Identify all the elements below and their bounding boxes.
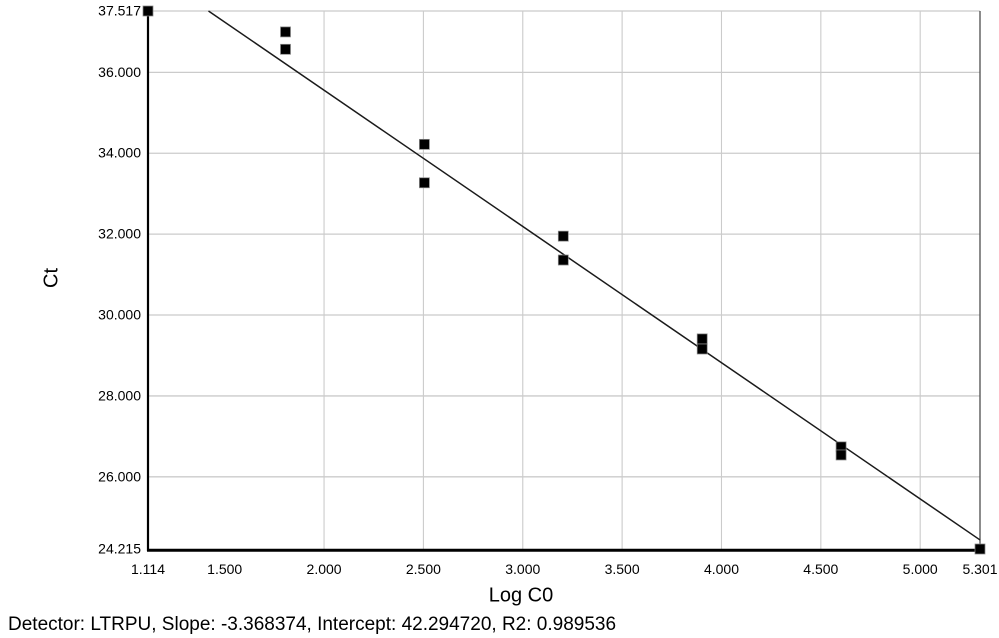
x-tick-label: 2.500 [406, 561, 441, 577]
data-point-marker [142, 5, 154, 17]
data-point-marker [696, 343, 708, 355]
x-tick-label: 3.000 [505, 561, 540, 577]
x-tick-label: 1.500 [207, 561, 242, 577]
y-tick-label: 30.000 [98, 307, 141, 323]
x-tick-label: 3.500 [605, 561, 640, 577]
x-tick-label: 1.114 [131, 561, 165, 577]
x-tick-label: 4.500 [803, 561, 838, 577]
data-point-marker [419, 177, 430, 189]
data-point-marker [280, 26, 291, 38]
data-point-marker [835, 449, 847, 461]
regression-line [208, 10, 981, 541]
data-point-marker [419, 138, 430, 150]
y-axis-title: Ct [40, 268, 63, 288]
data-point-marker [557, 254, 569, 266]
y-tick-label: 34.000 [98, 145, 141, 161]
x-tick-label: 4.000 [704, 561, 739, 577]
y-tick-label: 36.000 [98, 64, 141, 80]
data-point-marker [557, 230, 569, 242]
y-tick-label: 28.000 [98, 387, 141, 403]
data-point-marker [974, 543, 986, 555]
y-tick-label: 26.000 [98, 468, 141, 484]
data-point-marker [696, 333, 708, 345]
y-tick-label: 32.000 [98, 226, 141, 242]
x-tick-label: 2.000 [307, 561, 342, 577]
y-tick-label: 37.517 [98, 3, 141, 19]
x-tick-label: 5.301 [962, 561, 997, 577]
data-point-marker [280, 43, 291, 55]
x-tick-label: 5.000 [903, 561, 938, 577]
regression-stats-text: Detector: LTRPU, Slope: -3.368374, Inter… [8, 614, 617, 635]
x-axis-title: Log C0 [488, 584, 554, 607]
y-tick-label: 24.215 [98, 541, 141, 557]
